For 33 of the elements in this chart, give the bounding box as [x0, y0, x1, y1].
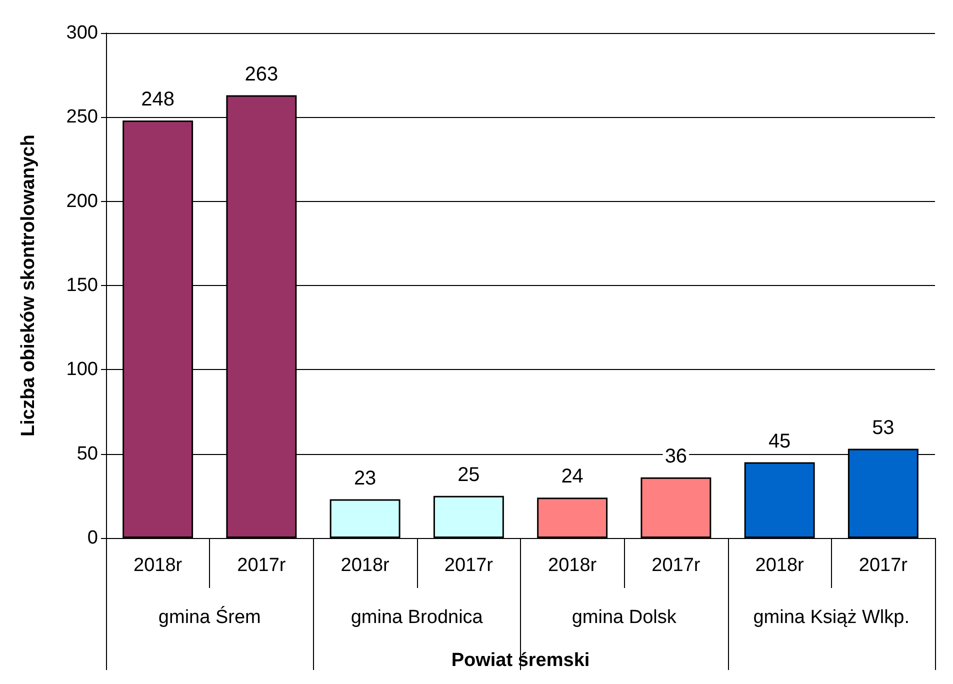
- y-tick-label: 250: [66, 106, 98, 128]
- x-tick-label: 2017r: [858, 555, 908, 576]
- x-tick-label: 2018r: [548, 555, 598, 576]
- data-label: 53: [872, 416, 894, 439]
- x-tick-label: 2018r: [755, 555, 805, 576]
- y-tick-label: 150: [66, 275, 98, 296]
- text: gmina Śrem: [158, 605, 261, 628]
- data-label: 45: [768, 430, 791, 452]
- y-tick-label: 0: [87, 528, 98, 548]
- data-label: 23: [354, 467, 376, 490]
- bar: [744, 462, 815, 538]
- text: gmina Dolsk: [572, 607, 677, 628]
- bar: [640, 477, 712, 538]
- y-tick-label: 300: [66, 22, 98, 44]
- y-axis-title: Liczba obieków skontrolowanych: [18, 134, 39, 436]
- bar: [433, 496, 504, 538]
- data-label: 36: [664, 445, 688, 468]
- x-tick-label: 2017r: [444, 555, 494, 576]
- data-label: 263: [244, 63, 278, 86]
- x-tick-label: 2017r: [237, 555, 286, 576]
- data-label: 25: [458, 464, 480, 486]
- data-label: 24: [561, 466, 584, 488]
- bar: [330, 499, 400, 538]
- x-tick-label: 2018r: [340, 555, 390, 576]
- data-label: 248: [141, 88, 174, 111]
- y-tick-label: 200: [66, 190, 98, 212]
- y-tick-label: 50: [76, 443, 98, 464]
- x-tick-label: 2017r: [652, 555, 701, 576]
- text: gmina Książ Wlkp.: [753, 607, 910, 628]
- x-tick-label: 2018r: [134, 555, 183, 576]
- bar: [537, 498, 608, 538]
- text: gmina Brodnica: [350, 607, 484, 628]
- y-tick-label: 100: [66, 359, 98, 380]
